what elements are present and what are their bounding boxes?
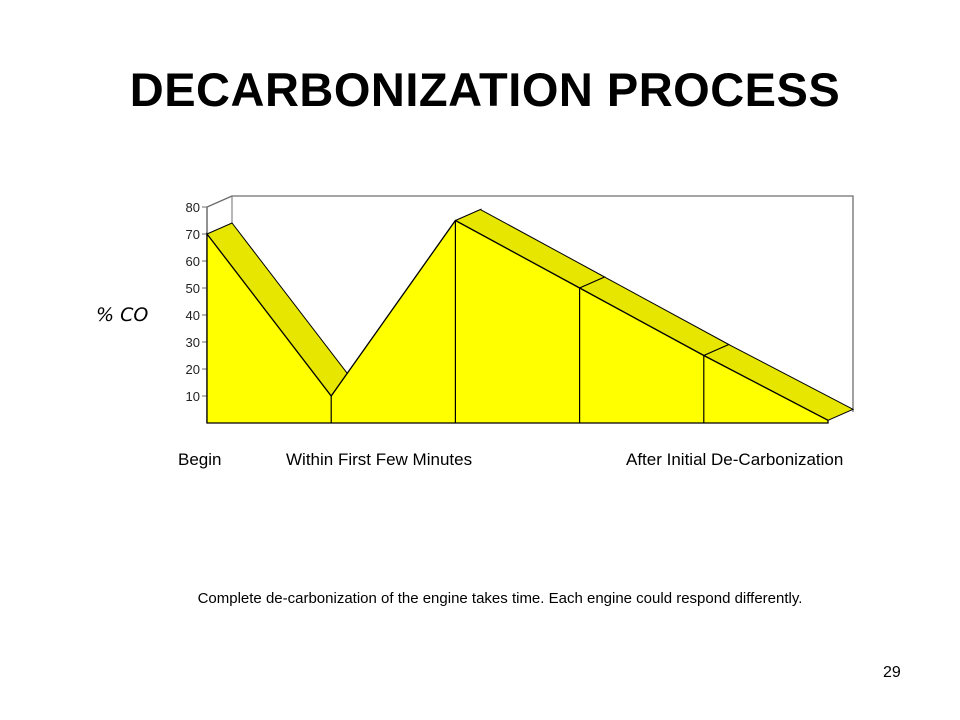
footnote: Complete de-carbonization of the engine … xyxy=(197,590,803,607)
slide-title: DECARBONIZATION PROCESS xyxy=(129,63,841,116)
co-area-series xyxy=(206,208,855,424)
chart-top-depth-edge xyxy=(206,195,233,208)
y-tick-label: 50 xyxy=(186,281,200,296)
y-axis-label: % CO xyxy=(96,304,149,326)
y-tick-label: 30 xyxy=(186,335,200,350)
category-label-begin: Begin xyxy=(178,450,222,469)
y-tick-label: 40 xyxy=(186,308,200,323)
page-number: 29 xyxy=(883,664,901,681)
y-tick-label: 10 xyxy=(186,389,200,404)
category-label-after-decarbonization: After Initial De-Carbonization xyxy=(626,450,844,469)
y-tick-label: 60 xyxy=(186,254,200,269)
y-tick-label: 80 xyxy=(186,200,200,215)
y-axis-ticks: 10 20 30 40 50 60 70 80 xyxy=(186,200,208,423)
category-label-first-minutes: Within First Few Minutes xyxy=(286,450,473,469)
y-tick-label: 70 xyxy=(186,227,200,242)
y-tick-label: 20 xyxy=(186,362,200,377)
